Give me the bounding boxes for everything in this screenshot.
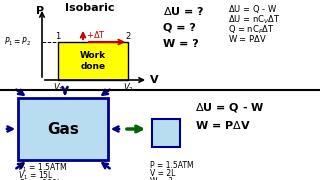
- Text: W = ?: W = ?: [150, 177, 172, 180]
- Text: $\Delta$U = ?: $\Delta$U = ?: [163, 5, 204, 17]
- Text: $V_1$ = 15L: $V_1$ = 15L: [18, 169, 54, 180]
- Text: +$\Delta$T: +$\Delta$T: [86, 30, 106, 40]
- Text: W = P$\Delta$V: W = P$\Delta$V: [195, 119, 251, 131]
- Bar: [18, 98, 108, 160]
- Bar: [0, 90, 320, 180]
- Text: W = ?: W = ?: [163, 39, 199, 49]
- Text: Gas: Gas: [47, 122, 79, 136]
- Bar: [152, 119, 180, 147]
- Text: $\Delta$U = Q - W: $\Delta$U = Q - W: [228, 3, 277, 15]
- Text: V = 2L: V = 2L: [150, 169, 175, 178]
- Text: P: P: [36, 6, 44, 16]
- Text: Q = nC$_P$$\Delta$T: Q = nC$_P$$\Delta$T: [228, 23, 275, 35]
- Bar: [58, 42, 128, 80]
- Text: $\Delta$U = nC$_V$$\Delta$T: $\Delta$U = nC$_V$$\Delta$T: [228, 13, 281, 26]
- Text: $\Delta$U = Q - W: $\Delta$U = Q - W: [195, 102, 264, 114]
- Text: Isobaric: Isobaric: [65, 3, 115, 13]
- Text: V: V: [150, 75, 159, 85]
- Text: P = 1.5ATM: P = 1.5ATM: [150, 161, 194, 170]
- Text: $P_1=P_2$: $P_1=P_2$: [4, 36, 31, 48]
- Text: 2: 2: [125, 32, 131, 41]
- Text: $P_1$ = 1.5ATM: $P_1$ = 1.5ATM: [18, 161, 67, 174]
- Text: Q = ?: Q = ?: [163, 22, 196, 32]
- Text: 1: 1: [55, 32, 60, 41]
- Text: $Q_1$ = -800J: $Q_1$ = -800J: [18, 177, 60, 180]
- Text: W = P$\Delta$V: W = P$\Delta$V: [228, 33, 267, 44]
- Text: Work
done: Work done: [80, 51, 106, 71]
- Text: $V_1$: $V_1$: [52, 82, 63, 94]
- Text: $V_2$: $V_2$: [123, 82, 133, 94]
- Bar: [0, 0, 320, 92]
